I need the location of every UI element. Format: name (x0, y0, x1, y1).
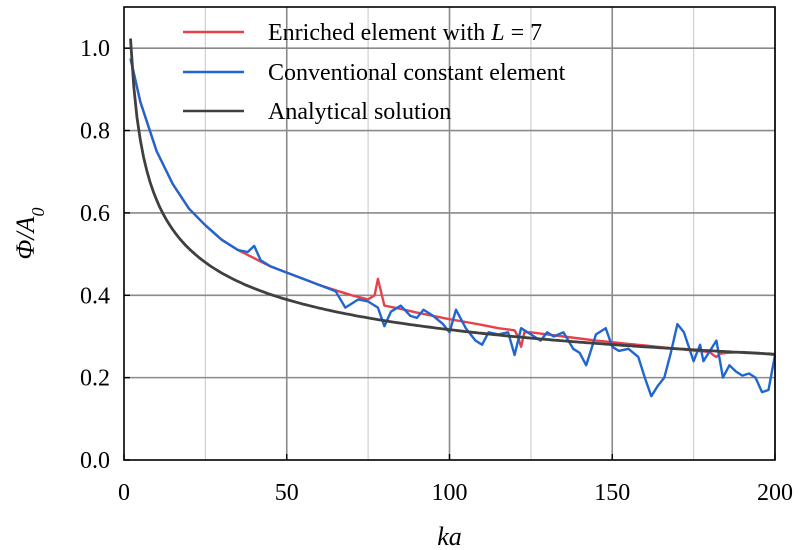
x-tick-label: 0 (118, 480, 130, 506)
analytical-series-line (129, 38, 776, 356)
y-tick-label: 0.4 (80, 283, 110, 309)
tick-labels: 0 50 100 150 200 0.0 0.2 0.4 0.6 0.8 1.0 (80, 36, 793, 506)
enriched-series-line (129, 58, 776, 359)
legend-label: Enriched element with L = 7 (268, 20, 542, 46)
x-tick-label: 100 (432, 480, 468, 506)
y-tick-label: 0.6 (80, 201, 110, 227)
conventional-series-line (129, 58, 777, 398)
x-axis-title: ka (437, 522, 462, 550)
x-tick-label: 50 (275, 480, 299, 506)
y-axis-title: Φ/A0 (11, 208, 48, 260)
x-tick-label: 200 (757, 480, 793, 506)
axes (123, 6, 776, 461)
legend: Enriched element with L = 7 Conventional … (183, 20, 566, 125)
series-group (129, 38, 777, 398)
grid (124, 7, 776, 460)
legend-label: Conventional constant element (268, 60, 566, 86)
x-tick-label: 150 (594, 480, 630, 506)
legend-label: Analytical solution (268, 99, 451, 125)
y-tick-label: 0.2 (80, 366, 110, 392)
y-tick-label: 0.0 (80, 448, 110, 474)
y-tick-label: 1.0 (80, 36, 110, 62)
y-tick-label: 0.8 (80, 119, 110, 145)
